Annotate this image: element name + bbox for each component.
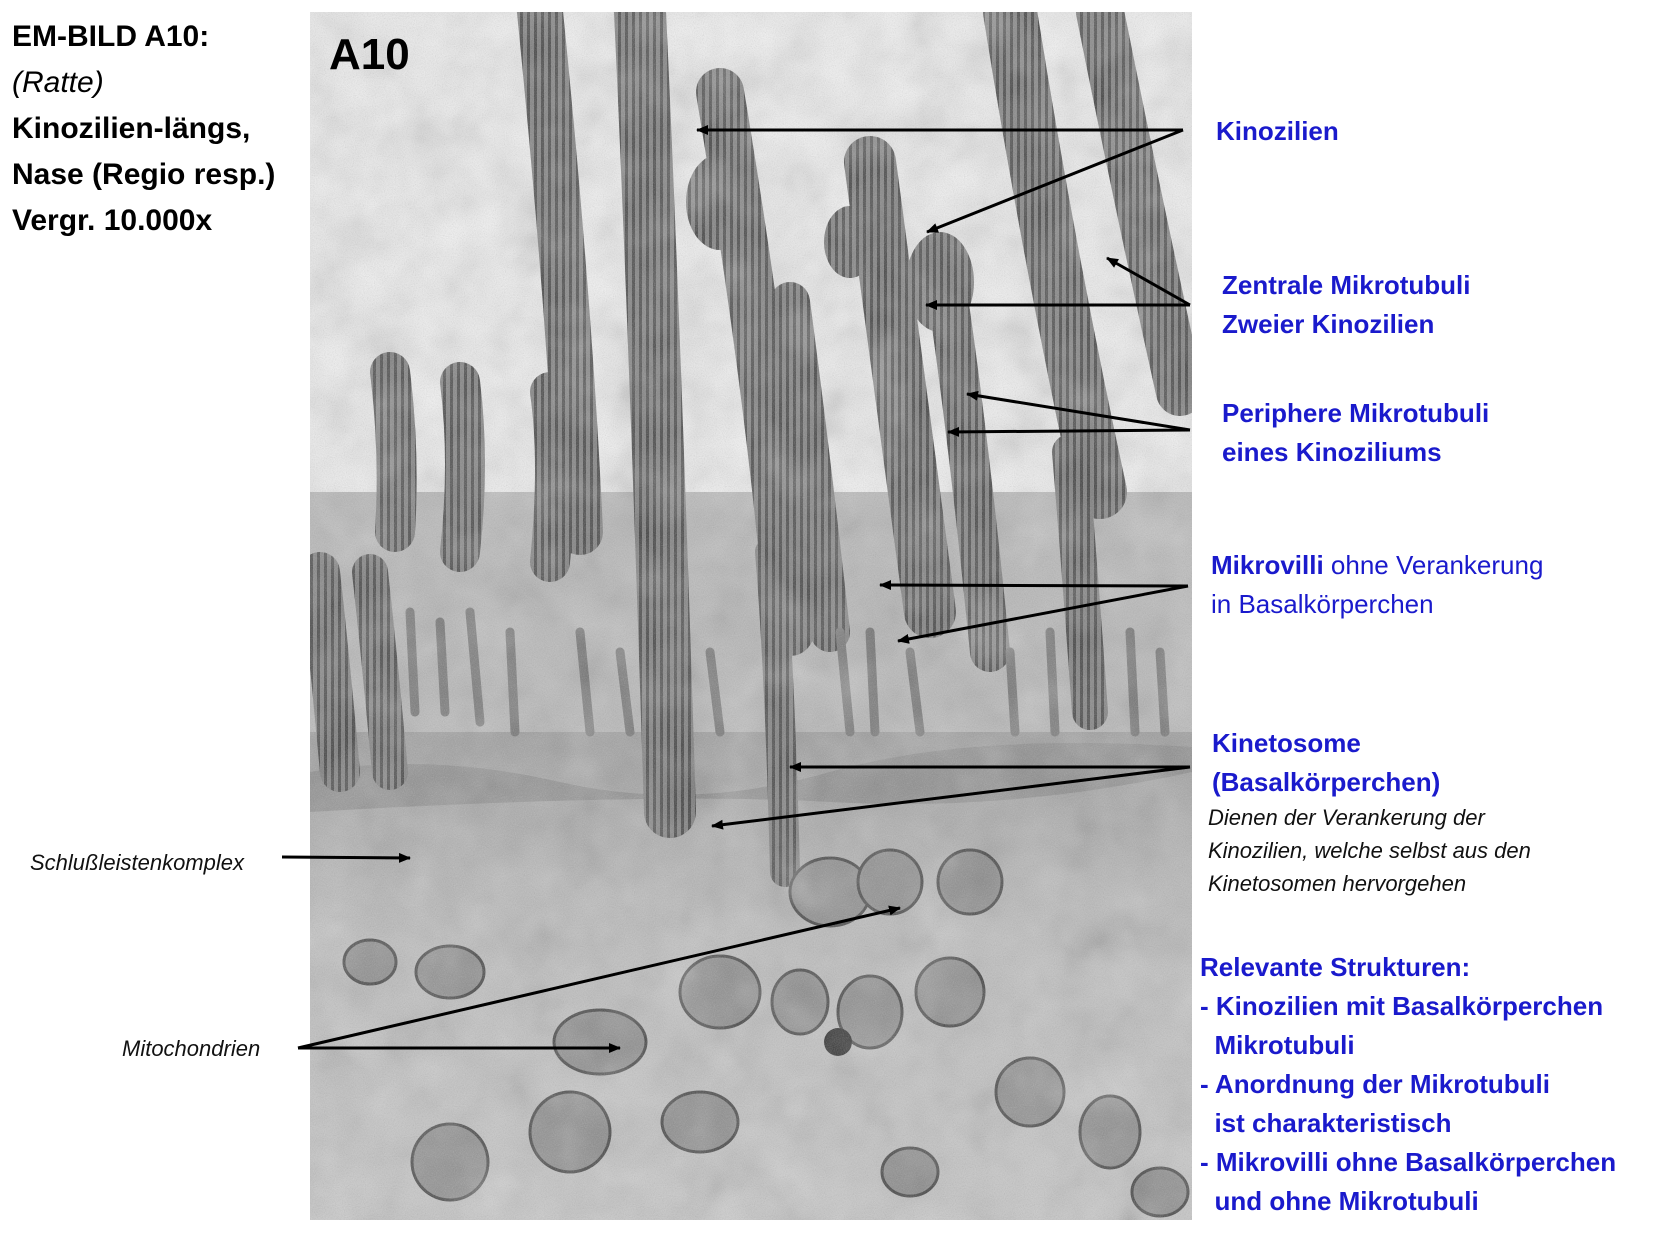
label-periphere-mikrotubuli: Periphere Mikrotubuli eines Kinoziliums (1222, 398, 1490, 467)
title-line-4: Nase (Regio resp.) (12, 158, 276, 191)
kinetosome-note: Dienen der Verankerung der Kinozilien, w… (1208, 805, 1531, 896)
relevant-line: ist charakteristisch (1200, 1108, 1452, 1138)
relevant-heading: Relevante Strukturen: (1200, 952, 1471, 982)
relevant-line: - Mikrovilli ohne Basalkörperchen (1200, 1147, 1617, 1177)
title-line-3: Kinozilien-längs, (12, 112, 251, 145)
micrograph-label: A10 (329, 30, 410, 79)
relevant-line: - Kinozilien mit Basalkörperchen (1200, 991, 1604, 1021)
electron-micrograph (310, 12, 1192, 1220)
label-schlussleistenkomplex: Schlußleistenkomplex (30, 850, 244, 875)
label-kinetosome: Kinetosome (Basalkörperchen) (1212, 728, 1441, 797)
label-kinozilien: Kinozilien (1216, 116, 1339, 146)
label-mitochondrien: Mitochondrien (122, 1036, 261, 1061)
relevant-line: - Anordnung der Mikrotubuli (1200, 1069, 1550, 1099)
title-line-5: Vergr. 10.000x (12, 204, 213, 237)
label-zentrale-mikrotubuli: Zentrale Mikrotubuli Zweier Kinozilien (1222, 270, 1471, 339)
relevant-line: Mikrotubuli (1200, 1030, 1355, 1060)
title-line-1: EM-BILD A10: (12, 20, 210, 53)
title-block: EM-BILD A10: (Ratte) Kinozilien-längs, N… (12, 14, 275, 244)
title-line-2: (Ratte) (12, 66, 104, 99)
label-mikrovilli: Mikrovilli ohne Verankerung in Basalkörp… (1211, 550, 1544, 619)
relevant-line: und ohne Mikrotubuli (1200, 1186, 1479, 1216)
relevant-structures: Relevante Strukturen: - Kinozilien mit B… (1200, 948, 1616, 1221)
